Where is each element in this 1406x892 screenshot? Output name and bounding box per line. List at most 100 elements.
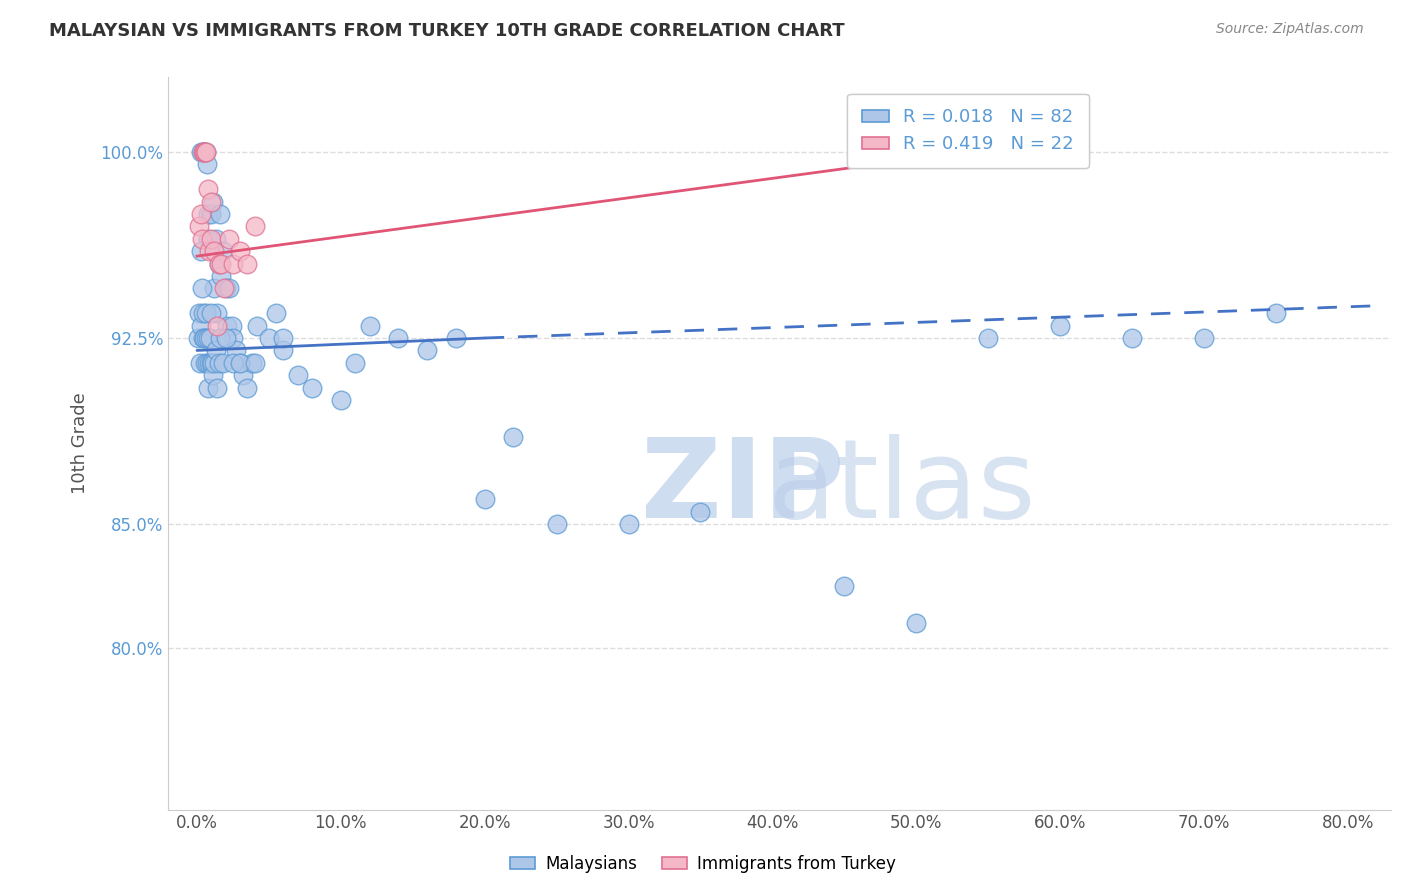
Point xyxy=(215,281,238,295)
Point xyxy=(905,616,928,631)
Point xyxy=(444,331,467,345)
Point xyxy=(689,505,711,519)
Point xyxy=(205,318,228,333)
Point xyxy=(209,268,232,283)
Point xyxy=(240,356,263,370)
Point xyxy=(977,331,1000,345)
Point xyxy=(214,281,236,295)
Point xyxy=(190,145,212,159)
Point xyxy=(208,331,231,345)
Point xyxy=(212,244,235,259)
Point xyxy=(200,306,222,320)
Point xyxy=(197,331,219,345)
Point xyxy=(201,368,224,383)
Point xyxy=(236,256,259,270)
Point xyxy=(195,145,218,159)
Point xyxy=(209,256,232,270)
Legend: R = 0.018   N = 82, R = 0.419   N = 22: R = 0.018 N = 82, R = 0.419 N = 22 xyxy=(848,94,1088,168)
Point xyxy=(1049,318,1071,333)
Point xyxy=(202,244,225,259)
Point xyxy=(202,281,225,295)
Point xyxy=(197,182,219,196)
Point xyxy=(200,356,222,370)
Point xyxy=(502,430,524,444)
Point xyxy=(222,256,245,270)
Point xyxy=(205,306,228,320)
Point xyxy=(200,232,222,246)
Point xyxy=(190,244,212,259)
Point xyxy=(387,331,409,345)
Point xyxy=(934,145,956,159)
Legend: Malaysians, Immigrants from Turkey: Malaysians, Immigrants from Turkey xyxy=(503,848,903,880)
Point xyxy=(200,207,222,221)
Point xyxy=(301,381,323,395)
Point xyxy=(222,356,245,370)
Point xyxy=(194,331,217,345)
Point xyxy=(207,356,229,370)
Point xyxy=(204,232,226,246)
Point xyxy=(193,306,215,320)
Point xyxy=(246,318,269,333)
Point xyxy=(344,356,367,370)
Point xyxy=(198,244,221,259)
Point xyxy=(225,343,247,358)
Point xyxy=(201,356,224,370)
Point xyxy=(229,356,252,370)
Point xyxy=(271,343,294,358)
Point xyxy=(201,194,224,209)
Point xyxy=(232,368,254,383)
Point xyxy=(229,244,252,259)
Point xyxy=(329,392,352,407)
Text: MALAYSIAN VS IMMIGRANTS FROM TURKEY 10TH GRADE CORRELATION CHART: MALAYSIAN VS IMMIGRANTS FROM TURKEY 10TH… xyxy=(49,22,845,40)
Point xyxy=(546,517,568,532)
Point xyxy=(195,356,218,370)
Point xyxy=(287,368,309,383)
Point xyxy=(198,356,221,370)
Point xyxy=(193,145,215,159)
Point xyxy=(193,331,215,345)
Point xyxy=(217,318,239,333)
Point xyxy=(191,281,214,295)
Point xyxy=(191,331,214,345)
Point xyxy=(193,145,215,159)
Point xyxy=(1121,331,1143,345)
Point xyxy=(229,356,252,370)
Point xyxy=(474,492,496,507)
Point xyxy=(188,356,211,370)
Point xyxy=(271,331,294,345)
Point xyxy=(243,356,266,370)
Point xyxy=(204,343,226,358)
Point xyxy=(617,517,640,532)
Point xyxy=(236,381,259,395)
Point xyxy=(834,579,856,593)
Point xyxy=(194,356,217,370)
Point xyxy=(194,145,217,159)
Point xyxy=(1192,331,1215,345)
Point xyxy=(195,306,218,320)
Y-axis label: 10th Grade: 10th Grade xyxy=(72,392,89,494)
Point xyxy=(188,219,211,234)
Point xyxy=(197,381,219,395)
Point xyxy=(243,219,266,234)
Point xyxy=(359,318,381,333)
Point xyxy=(188,306,211,320)
Point xyxy=(190,207,212,221)
Point xyxy=(264,306,287,320)
Point xyxy=(190,318,212,333)
Point xyxy=(257,331,280,345)
Point xyxy=(197,207,219,221)
Point xyxy=(200,194,222,209)
Point xyxy=(221,318,243,333)
Point xyxy=(218,232,240,246)
Text: atlas: atlas xyxy=(768,434,1036,541)
Point xyxy=(416,343,439,358)
Point xyxy=(207,256,229,270)
Point xyxy=(187,331,209,345)
Point xyxy=(205,381,228,395)
Point xyxy=(218,281,240,295)
Text: Source: ZipAtlas.com: Source: ZipAtlas.com xyxy=(1216,22,1364,37)
Point xyxy=(207,256,229,270)
Point xyxy=(195,157,218,171)
Point xyxy=(194,145,217,159)
Point xyxy=(193,145,215,159)
